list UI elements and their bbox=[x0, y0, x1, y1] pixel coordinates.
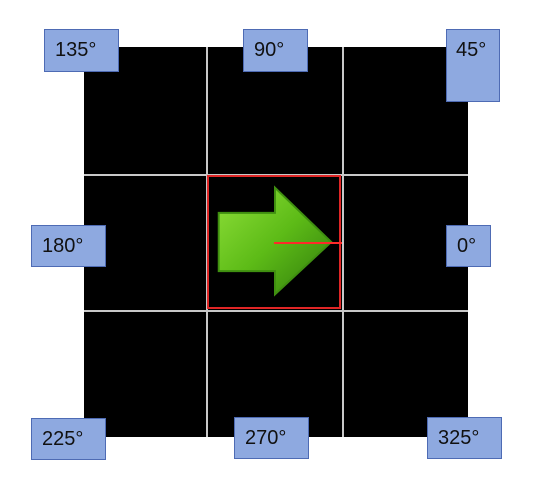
label-270-degrees: 270° bbox=[234, 417, 309, 459]
green-arrow-right-icon bbox=[217, 185, 333, 297]
direction-grid bbox=[84, 47, 468, 437]
label-135-degrees: 135° bbox=[44, 29, 119, 72]
label-225-degrees: 225° bbox=[31, 418, 106, 460]
label-90-degrees: 90° bbox=[243, 29, 308, 72]
label-0-degrees: 0° bbox=[446, 225, 491, 267]
label-180-degrees: 180° bbox=[31, 225, 106, 267]
grid-line-horizontal-2 bbox=[84, 310, 468, 312]
label-325-degrees: 325° bbox=[427, 417, 502, 459]
label-45-degrees: 45° bbox=[446, 29, 500, 102]
heading-indicator-line bbox=[274, 242, 342, 244]
grid-line-vertical-2 bbox=[342, 47, 344, 437]
